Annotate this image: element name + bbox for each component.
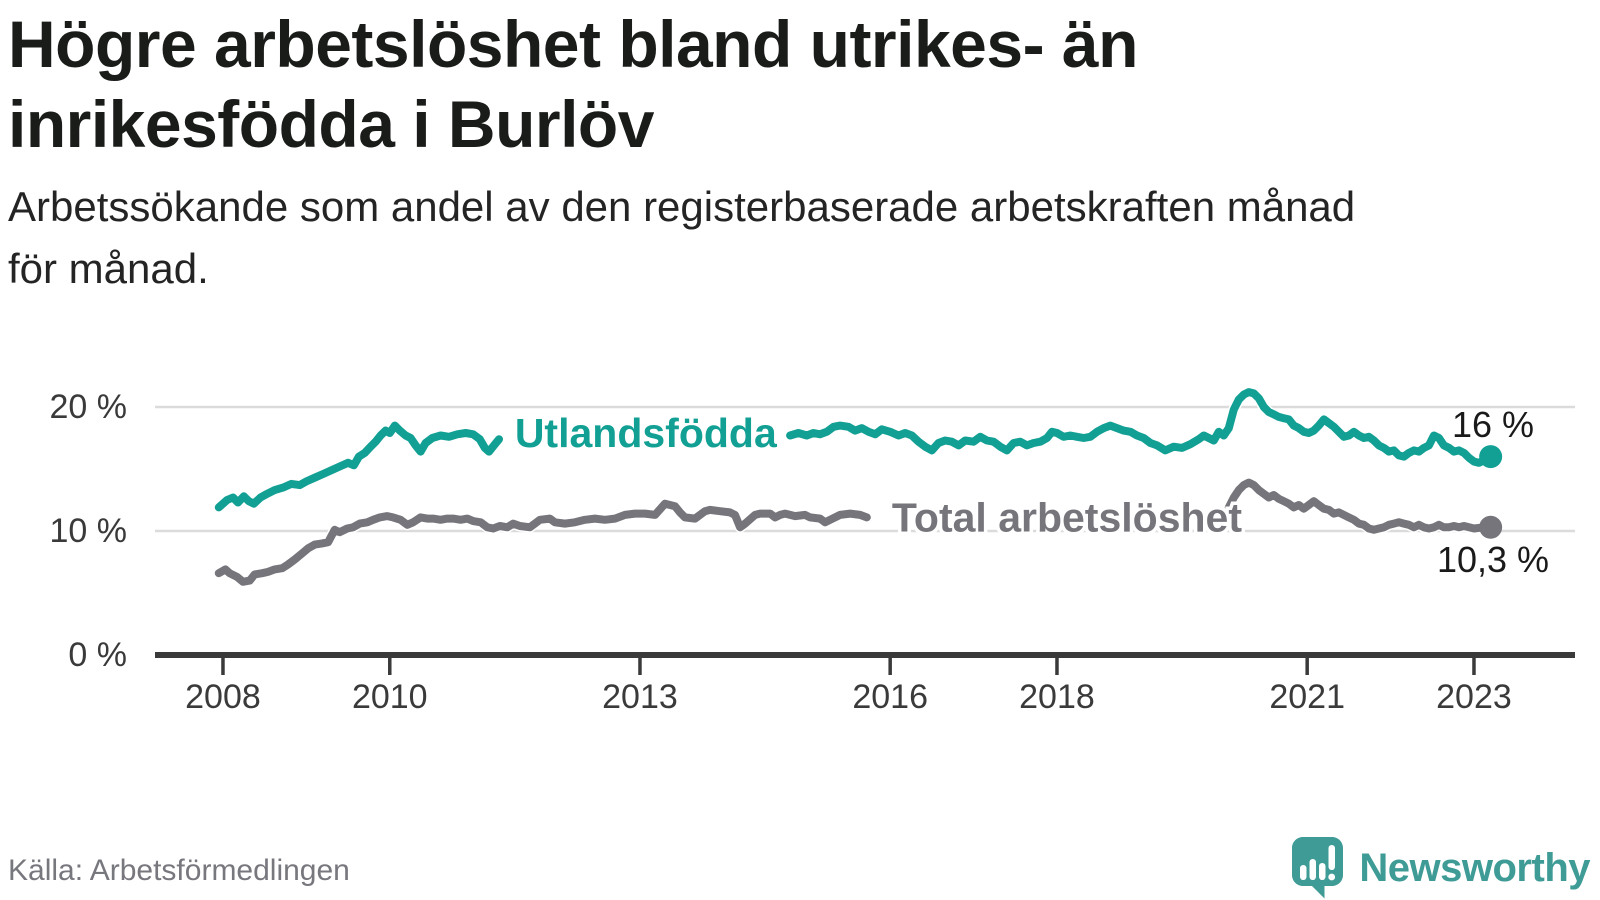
x-tick-label-2016: 2016	[852, 678, 928, 716]
x-tick-label-2018: 2018	[1019, 678, 1095, 716]
x-tick-label-2021: 2021	[1269, 678, 1345, 716]
subtitle: Arbetssökande som andel av den registerb…	[8, 176, 1588, 300]
y-tick-label-20: 20 %	[50, 388, 128, 426]
series-utlandsfodda-label: Utlandsfödda	[515, 410, 778, 456]
series-utlandsfodda-line	[214, 421, 503, 512]
series-total-end-dot	[1479, 515, 1503, 539]
series-total-line	[1224, 478, 1495, 534]
x-tick-label-2023: 2023	[1436, 678, 1512, 716]
subtitle-line-1: Arbetssökande som andel av den registerb…	[8, 183, 1356, 230]
y-tick-label-0: 0 %	[68, 636, 127, 674]
page-title-line-1: Högre arbetslöshet bland utrikes- än	[8, 7, 1138, 81]
y-tick-label-10: 10 %	[50, 512, 128, 550]
series-total-label: Total arbetslöshet	[892, 494, 1242, 540]
newsworthy-logo: Newsworthy	[1291, 836, 1590, 900]
series-utlandsfodda-line	[786, 388, 1495, 467]
subtitle-line-2: för månad.	[8, 245, 209, 292]
source-note: Källa: Arbetsförmedlingen	[8, 854, 350, 887]
brand-name: Newsworthy	[1359, 846, 1590, 890]
page-title: Högre arbetslöshet bland utrikes- än inr…	[8, 4, 1568, 164]
speech-bubble-bar-chart-icon	[1292, 837, 1344, 899]
series-utlandsfodda-end-dot	[1479, 445, 1503, 469]
x-tick-label-2008: 2008	[185, 678, 261, 716]
x-tick-label-2010: 2010	[352, 678, 428, 716]
series-total-line	[214, 499, 871, 586]
x-tick-label-2013: 2013	[602, 678, 678, 716]
series-total-end-label: 10,3 %	[1437, 539, 1549, 580]
page-title-line-2: inrikesfödda i Burlöv	[8, 87, 654, 161]
series-utlandsfodda-end-label: 16 %	[1452, 404, 1534, 445]
